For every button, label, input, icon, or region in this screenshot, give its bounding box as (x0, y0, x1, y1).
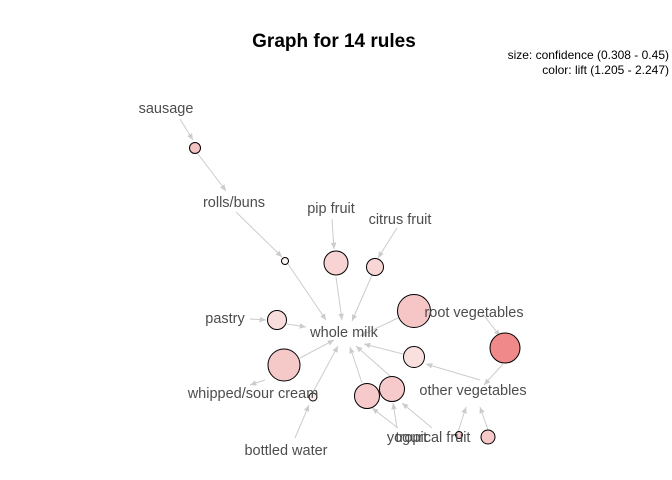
rule-node[interactable] (308, 392, 318, 402)
edge (401, 402, 433, 429)
item-label-pip-fruit: pip fruit (307, 201, 355, 217)
edge (351, 274, 373, 322)
item-label-citrus-fruit: citrus fruit (369, 212, 432, 228)
edge (481, 312, 501, 337)
legend-size: size: confidence (0.308 - 0.45) (508, 48, 669, 62)
edge (249, 316, 267, 323)
item-labels-layer: sausage rolls/buns pip fruit citrus frui… (139, 101, 527, 459)
edge (483, 363, 504, 386)
edge (294, 404, 310, 439)
item-label-pastry: pastry (205, 311, 245, 327)
item-label-whole-milk: whole milk (309, 325, 378, 341)
item-label-rolls-buns: rolls/buns (203, 195, 265, 211)
edge (249, 379, 266, 386)
rule-node[interactable] (281, 257, 289, 265)
edge (355, 345, 391, 377)
edge (287, 263, 327, 321)
rule-node[interactable] (189, 142, 201, 154)
rule-node[interactable] (480, 429, 496, 445)
edges-layer (179, 118, 504, 439)
rule-node[interactable] (403, 346, 425, 368)
rule-node[interactable] (366, 258, 384, 276)
item-label-root-vegetables: root vegetables (424, 305, 523, 321)
edge (457, 406, 467, 433)
edge (299, 339, 335, 359)
rule-node[interactable] (267, 310, 287, 330)
edge (197, 153, 227, 192)
item-label-whipped-sour-cream: whipped/sour cream (187, 386, 319, 402)
edge (179, 118, 194, 141)
edge (235, 211, 283, 258)
rule-node[interactable] (397, 294, 431, 328)
edge (425, 363, 481, 381)
graph-title: Graph for 14 rules (252, 31, 416, 52)
edge (479, 406, 489, 431)
item-label-bottled-water: bottled water (244, 443, 327, 459)
rule-node[interactable] (489, 332, 521, 364)
item-label-tropical-fruit: tropical fruit (396, 430, 471, 446)
rule-node[interactable] (267, 348, 301, 382)
edge (359, 317, 399, 337)
edge (330, 218, 337, 250)
item-label-yogurt: yogurt (387, 430, 427, 446)
edge (286, 323, 307, 329)
edge (335, 276, 344, 321)
rule-node[interactable] (354, 383, 380, 409)
edge (391, 402, 398, 429)
legend-color: color: lift (1.205 - 2.247) (542, 63, 669, 77)
item-label-sausage: sausage (139, 101, 194, 117)
edge (349, 346, 363, 384)
edge (371, 407, 399, 429)
rule-node[interactable] (455, 431, 463, 439)
edge (377, 227, 398, 259)
rule-node[interactable] (323, 250, 349, 276)
item-label-other-vegetables: other vegetables (419, 383, 526, 399)
edge (312, 345, 339, 393)
rule-nodes-layer (189, 142, 521, 445)
edge (363, 342, 404, 355)
rule-node[interactable] (379, 376, 405, 402)
